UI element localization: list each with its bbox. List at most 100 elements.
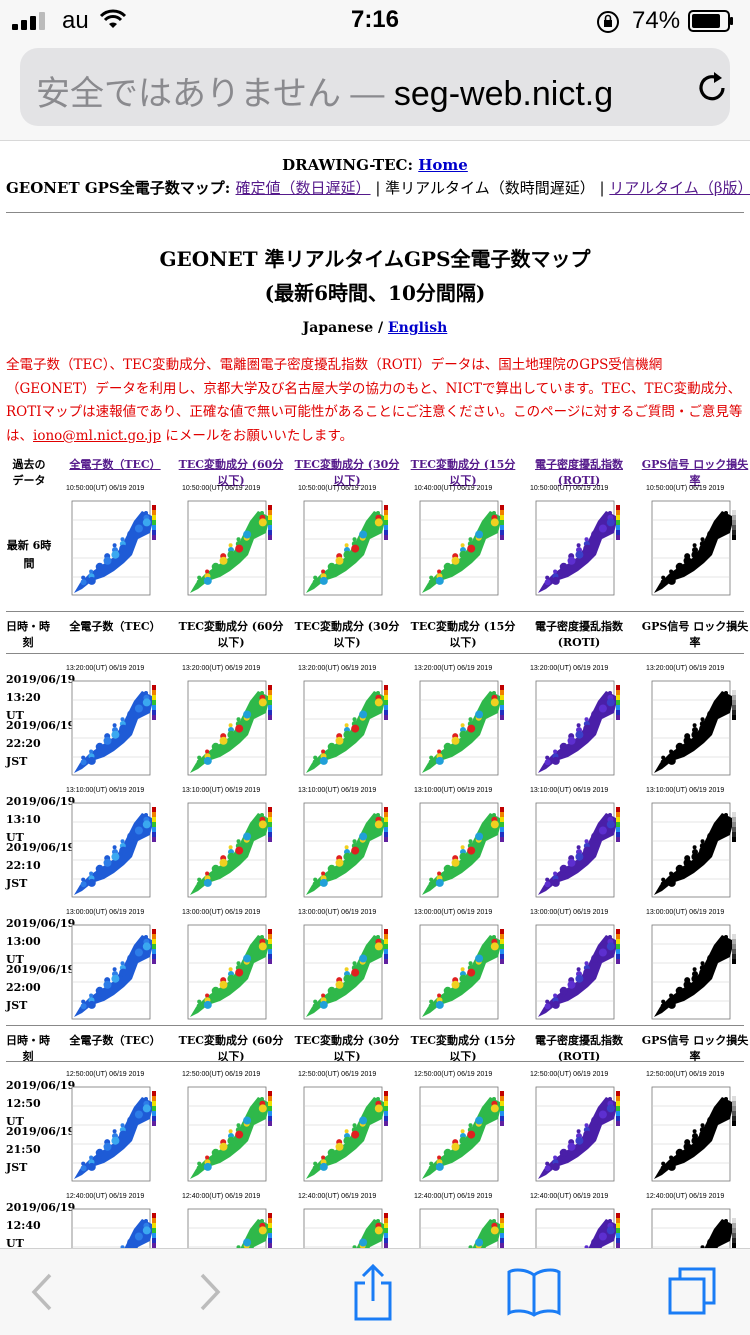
map-thumbnail[interactable]: 13:00:00(UT) 06/19 2019 (526, 909, 626, 1031)
map-thumbnail[interactable]: 13:10:00(UT) 06/19 2019 (410, 787, 510, 909)
realtime-beta-link[interactable]: リアルタイム（β版） (609, 179, 750, 197)
map-thumbnail[interactable]: 13:10:00(UT) 06/19 2019 (62, 787, 162, 909)
map-thumbnail[interactable]: 13:10:00(UT) 06/19 2019 (294, 787, 394, 909)
map-thumbnail[interactable]: 13:20:00(UT) 06/19 2019 (410, 665, 510, 787)
detrend-map-image (187, 802, 272, 898)
wifi-icon (99, 9, 127, 28)
map-thumbnail[interactable]: 12:50:00(UT) 06/19 2019 (410, 1071, 510, 1193)
page-title: GEONET 準リアルタイムGPS全電子数マップ (最新6時間、10分間隔) (0, 242, 750, 310)
column-header-5: GPS信号 ロック損失率 (641, 1034, 749, 1063)
map-thumbnail[interactable]: 12:50:00(UT) 06/19 2019 (526, 1071, 626, 1193)
map-thumbnail[interactable]: 13:00:00(UT) 06/19 2019 (178, 909, 278, 1031)
geonet-prefix: GEONET GPS全電子数マップ: (6, 179, 236, 197)
map-thumbnail[interactable]: 10:50:00(UT) 06/19 2019 (178, 485, 278, 607)
column-header-5: GPS信号 ロック損失率 (641, 620, 749, 649)
detrend-map-image (187, 1208, 272, 1248)
row-ut-time: 2019/06/19 13:10 UT (6, 795, 76, 844)
address-bar[interactable]: 安全ではありません — seg-web.nict.g (20, 48, 730, 126)
column-link-0[interactable]: 全電子数（TEC） (69, 458, 161, 471)
map-thumbnail[interactable]: 13:20:00(UT) 06/19 2019 (178, 665, 278, 787)
map-thumbnail[interactable]: 12:40:00(UT) 06/19 2019 (294, 1193, 394, 1248)
map-timestamp: 13:20:00(UT) 06/19 2019 (414, 665, 493, 672)
map-timestamp: 12:40:00(UT) 06/19 2019 (182, 1193, 261, 1200)
lol-map-image (651, 924, 736, 1020)
column-link-4[interactable]: 電子密度擾乱指数 (ROTI) (535, 458, 623, 487)
english-link[interactable]: English (387, 320, 448, 336)
map-timestamp: 13:00:00(UT) 06/19 2019 (646, 909, 725, 916)
title-line1: GEONET 準リアルタイムGPS全電子数マップ (159, 247, 591, 271)
geonet-nav: GEONET GPS全電子数マップ: 確定値（数日遅延） | 準リアルタイム（数… (6, 177, 750, 198)
map-table: 過去の データ 全電子数（TEC） TEC変動成分 (60分以下) TEC変動成分 (… (0, 447, 750, 1248)
map-thumbnail[interactable]: 13:00:00(UT) 06/19 2019 (294, 909, 394, 1031)
map-timestamp: 12:40:00(UT) 06/19 2019 (414, 1193, 493, 1200)
lol-map-image (651, 1086, 736, 1182)
map-timestamp: 13:20:00(UT) 06/19 2019 (530, 665, 609, 672)
map-timestamp: 13:10:00(UT) 06/19 2019 (298, 787, 377, 794)
share-icon[interactable] (350, 1263, 396, 1323)
map-thumbnail[interactable]: 10:50:00(UT) 06/19 2019 (62, 485, 162, 607)
column-header-4: 電子密度擾乱指数 (ROTI) (535, 620, 623, 649)
map-timestamp: 12:40:00(UT) 06/19 2019 (530, 1193, 609, 1200)
map-thumbnail[interactable]: 13:20:00(UT) 06/19 2019 (294, 665, 394, 787)
map-thumbnail[interactable]: 12:40:00(UT) 06/19 2019 (62, 1193, 162, 1248)
map-thumbnail[interactable]: 12:40:00(UT) 06/19 2019 (642, 1193, 742, 1248)
row-ut-time: 2019/06/19 12:50 UT (6, 1079, 76, 1128)
map-timestamp: 12:50:00(UT) 06/19 2019 (182, 1071, 261, 1078)
column-header-2: TEC変動成分 (30分以下) (294, 1034, 400, 1063)
forward-icon[interactable] (194, 1271, 224, 1313)
datetime-header: 日時・時 刻 (6, 620, 50, 649)
latest-6h-label: 最新 6時間 (6, 539, 52, 570)
map-thumbnail[interactable]: 13:10:00(UT) 06/19 2019 (178, 787, 278, 909)
divider (6, 611, 744, 612)
map-thumbnail[interactable]: 12:40:00(UT) 06/19 2019 (526, 1193, 626, 1248)
map-thumbnail[interactable]: 13:20:00(UT) 06/19 2019 (62, 665, 162, 787)
row-jst-time: 2019/06/19 22:10 JST (6, 841, 76, 890)
map-timestamp: 10:50:00(UT) 06/19 2019 (182, 485, 261, 492)
column-link-3[interactable]: TEC変動成分 (15分以下) (410, 458, 516, 487)
detrend-map-image (187, 1086, 272, 1182)
bottom-toolbar (0, 1248, 750, 1335)
confirmed-link[interactable]: 確定値（数日遅延） (235, 179, 371, 197)
bookmarks-icon[interactable] (506, 1267, 562, 1317)
reload-icon[interactable] (692, 68, 730, 108)
map-thumbnail[interactable]: 13:20:00(UT) 06/19 2019 (526, 665, 626, 787)
carrier-name: au (62, 7, 89, 34)
email-link[interactable]: iono@ml.nict.go.jp (33, 427, 162, 444)
column-link-1[interactable]: TEC変動成分 (60分以下) (178, 458, 284, 487)
map-timestamp: 13:10:00(UT) 06/19 2019 (182, 787, 261, 794)
detrend-map-image (419, 924, 504, 1020)
map-thumbnail[interactable]: 13:20:00(UT) 06/19 2019 (642, 665, 742, 787)
notice-tail: にメールをお願いいたします。 (161, 427, 354, 444)
map-thumbnail[interactable]: 10:50:00(UT) 06/19 2019 (294, 485, 394, 607)
map-thumbnail[interactable]: 10:50:00(UT) 06/19 2019 (526, 485, 626, 607)
tec-map-image (71, 802, 156, 898)
map-thumbnail[interactable]: 12:40:00(UT) 06/19 2019 (410, 1193, 510, 1248)
map-thumbnail[interactable]: 10:50:00(UT) 06/19 2019 (642, 485, 742, 607)
tec-map-image (71, 1086, 156, 1182)
map-thumbnail[interactable]: 13:00:00(UT) 06/19 2019 (62, 909, 162, 1031)
map-thumbnail[interactable]: 13:00:00(UT) 06/19 2019 (410, 909, 510, 1031)
home-link[interactable]: Home (418, 156, 468, 174)
map-thumbnail[interactable]: 12:50:00(UT) 06/19 2019 (642, 1071, 742, 1193)
map-thumbnail[interactable]: 12:50:00(UT) 06/19 2019 (178, 1071, 278, 1193)
column-header-1: TEC変動成分 (60分以下) (178, 1034, 284, 1063)
column-link-5[interactable]: GPS信号 ロック損失率 (641, 458, 749, 487)
column-header-4: 電子密度擾乱指数 (ROTI) (535, 1034, 623, 1063)
back-icon[interactable] (28, 1271, 58, 1313)
map-timestamp: 12:50:00(UT) 06/19 2019 (646, 1071, 725, 1078)
separator: | (370, 179, 386, 197)
map-thumbnail[interactable]: 12:50:00(UT) 06/19 2019 (294, 1071, 394, 1193)
map-thumbnail[interactable]: 10:40:00(UT) 06/19 2019 (410, 485, 510, 607)
datetime-header-2: 日時・時 刻 (6, 1034, 50, 1063)
lol-map-image (651, 802, 736, 898)
map-timestamp: 10:50:00(UT) 06/19 2019 (530, 485, 609, 492)
map-thumbnail[interactable]: 13:10:00(UT) 06/19 2019 (526, 787, 626, 909)
map-thumbnail[interactable]: 13:10:00(UT) 06/19 2019 (642, 787, 742, 909)
map-thumbnail[interactable]: 12:40:00(UT) 06/19 2019 (178, 1193, 278, 1248)
map-timestamp: 12:50:00(UT) 06/19 2019 (298, 1071, 377, 1078)
map-thumbnail[interactable]: 13:00:00(UT) 06/19 2019 (642, 909, 742, 1031)
column-link-2[interactable]: TEC変動成分 (30分以下) (294, 458, 400, 487)
map-timestamp: 10:50:00(UT) 06/19 2019 (66, 485, 145, 492)
map-thumbnail[interactable]: 12:50:00(UT) 06/19 2019 (62, 1071, 162, 1193)
tabs-icon[interactable] (666, 1263, 720, 1319)
